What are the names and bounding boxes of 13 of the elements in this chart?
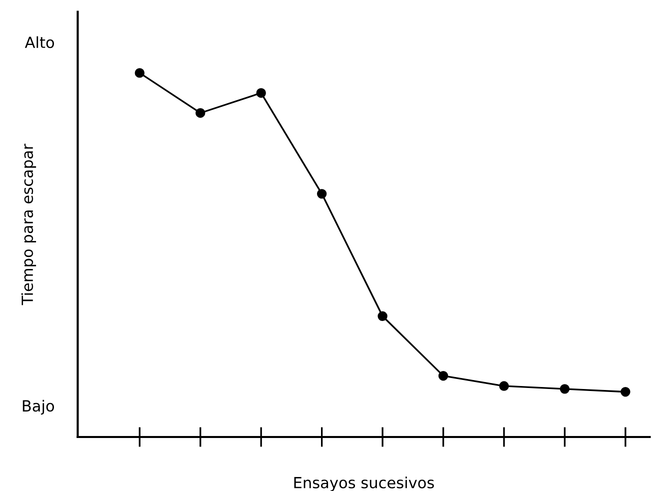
x-axis-title: Ensayos sucesivos <box>294 476 434 491</box>
point <box>256 88 266 98</box>
text: Alto <box>24 36 54 48</box>
point <box>560 384 570 394</box>
point <box>499 381 509 391</box>
point <box>316 188 327 199</box>
point <box>196 108 206 118</box>
point <box>378 311 388 321</box>
text: Bajo <box>22 400 54 415</box>
point <box>134 68 145 78</box>
point <box>620 386 630 397</box>
y-axis-title: Tiempo para escapar <box>21 144 36 306</box>
point <box>438 370 448 381</box>
